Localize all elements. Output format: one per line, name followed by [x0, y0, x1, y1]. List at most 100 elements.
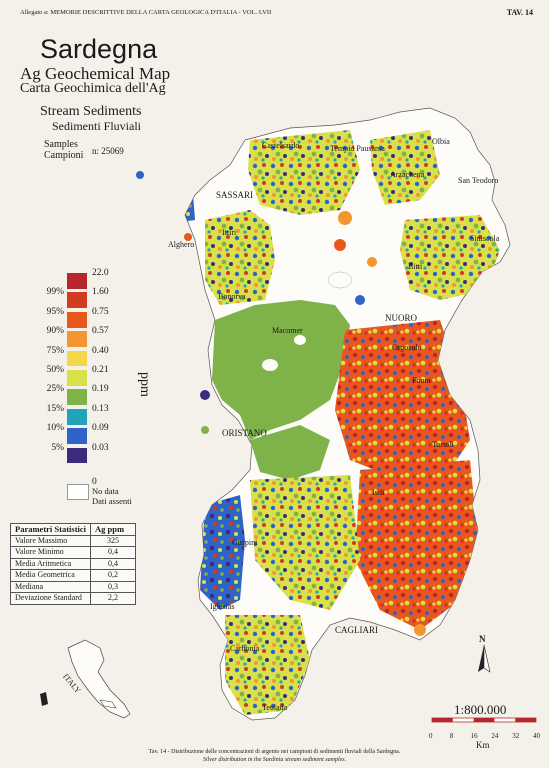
stats-label: Valore Massimo — [9, 534, 92, 547]
header-text: Allegato a: MEMORIE DESCRITTIVE DELLA CA… — [20, 9, 272, 16]
stats-row: Valore Massimo 325 — [9, 534, 137, 547]
scale-ratio: 1:800.000 — [454, 702, 507, 717]
scale-tick-label: 0 — [429, 732, 433, 740]
central-green-area — [212, 300, 350, 440]
place-castelsardo: Castelsardo — [262, 141, 300, 150]
stats-label: Media Aritmetica — [9, 557, 92, 570]
legend-percentile: 50% — [46, 365, 64, 375]
caption-en: Silver distribution in the Sardinia stre… — [202, 757, 347, 763]
scale-bar — [431, 717, 537, 723]
legend-value: 0.57 — [92, 326, 109, 337]
map-subtitle-en: Ag Geochemical Map — [20, 64, 171, 83]
place-nuoro: NUORO — [385, 313, 418, 323]
scale-tick-label: 40 — [533, 732, 540, 740]
legend-swatch — [67, 350, 87, 367]
stats-value: 0,4 — [90, 546, 137, 559]
place-siniscola: Siniscola — [470, 234, 500, 243]
map-title: Sardegna — [40, 34, 158, 64]
samples-label-it: Campioni — [44, 150, 84, 161]
place-carbonia: Carbonia — [230, 644, 260, 653]
place-fonni: Fonni — [412, 376, 431, 385]
legend-percentile: 5% — [51, 442, 64, 453]
legend-value: 0.03 — [92, 442, 109, 453]
place-macomer: Macomer — [272, 326, 303, 335]
north-label: N — [479, 634, 486, 644]
stats-row: Mediana 0,3 — [9, 580, 137, 593]
legend-value: 0.75 — [92, 306, 109, 317]
place-bitti: Bitti — [408, 262, 423, 271]
legend-swatch — [67, 408, 87, 425]
scale-unit: Km — [476, 740, 490, 750]
stats-value: 0,4 — [90, 557, 137, 570]
place-alghero: Alghero — [168, 240, 195, 249]
map-subtitle-it: Carta Geochimica dell'Ag — [20, 81, 166, 96]
stats-row: Deviazione Standard 2,2 — [9, 592, 137, 605]
stats-row: Media Geometrica 0,2 — [9, 569, 137, 582]
legend-swatch — [67, 292, 87, 309]
legend-unit: ppm — [137, 372, 152, 397]
scale-tick-label: 16 — [470, 732, 478, 740]
legend-swatch — [67, 311, 87, 328]
legend-value: 0.13 — [92, 403, 109, 414]
legend-value: 0.21 — [92, 365, 109, 375]
statistics-table: Parametri Statistici Ag ppm Valore Massi… — [9, 523, 137, 605]
stats-value: 2,2 — [90, 592, 137, 605]
place-orgosolo: Orgosolo — [392, 343, 422, 352]
place-cagliari: CAGLIARI — [335, 625, 378, 635]
stats-row: Media Aritmetica 0,4 — [9, 557, 137, 570]
legend-swatch — [67, 447, 87, 464]
place-san-teodoro: San Teodoro — [458, 176, 499, 185]
legend-percentile: 90% — [46, 326, 64, 337]
legend-swatch — [67, 370, 87, 386]
stats-label: Deviazione Standard — [9, 592, 92, 605]
legend: 22.0 1.60 99% 0.75 95% 0.57 90% 0.40 75% 0.21 50% 0… — [10, 268, 190, 510]
legend-nodata-it: Dati assenti — [92, 496, 132, 506]
place-iglesias: Iglesias — [210, 602, 235, 611]
stats-header-unit: Ag ppm — [90, 523, 137, 536]
legend-percentile: 25% — [46, 384, 64, 395]
place-isili: Isili — [372, 488, 385, 497]
samples-count: n: 25069 — [92, 146, 124, 156]
place-tempio: Tempio Pausania — [330, 144, 385, 153]
place-teulada: Teulada — [262, 703, 288, 712]
place-sassari: SASSARI — [216, 190, 254, 200]
legend-swatch — [67, 331, 87, 347]
plate-number: TAV. 14 — [506, 8, 533, 17]
stats-row: Valore Minimo 0,4 — [9, 546, 137, 559]
place-olbia: Olbia — [432, 137, 450, 146]
legend-value: 0.19 — [92, 384, 109, 395]
legend-swatch — [67, 273, 87, 289]
caption-it: Tav. 14 - Distribuzione delle concentraz… — [148, 749, 401, 755]
place-oristano: ORISTANO — [222, 428, 267, 438]
stats-label: Valore Minimo — [9, 546, 92, 559]
place-arzachena: Arzachena — [390, 170, 425, 179]
legend-swatch — [67, 389, 87, 406]
legend-nodata-en: No data — [92, 486, 119, 496]
legend-value: 22.0 — [92, 268, 109, 278]
legend-percentile: 75% — [46, 345, 64, 356]
legend-percentile: 99% — [46, 287, 64, 298]
legend-swatch — [67, 428, 87, 444]
place-bonorva: Bonorva — [218, 292, 246, 301]
legend-nodata-swatch — [67, 484, 89, 500]
stats-value: 0,3 — [90, 580, 137, 593]
sample-media-it: Sedimenti Fluviali — [52, 119, 141, 133]
place-guspini: Guspini — [232, 538, 258, 547]
samples-label-en: Samples — [44, 139, 78, 150]
place-tortoli: Tortolì — [432, 440, 454, 449]
north-arrow — [478, 644, 491, 673]
legend-percentile: 15% — [46, 403, 64, 414]
legend-value: 0.09 — [92, 423, 109, 434]
legend-percentile: 95% — [46, 306, 64, 317]
stats-label: Media Geometrica — [9, 569, 92, 582]
place-ittiri: Ittiri — [222, 228, 237, 237]
stats-header-param: Parametri Statistici — [9, 523, 92, 536]
scale-tick-label: 32 — [512, 732, 520, 740]
scale-tick-label: 8 — [449, 732, 454, 740]
stats-label: Mediana — [9, 580, 92, 593]
italy-inset-map — [40, 639, 131, 719]
scale-tick-label: 24 — [491, 732, 499, 740]
legend-percentile: 10% — [46, 423, 64, 434]
stats-value: 0,2 — [90, 569, 137, 582]
